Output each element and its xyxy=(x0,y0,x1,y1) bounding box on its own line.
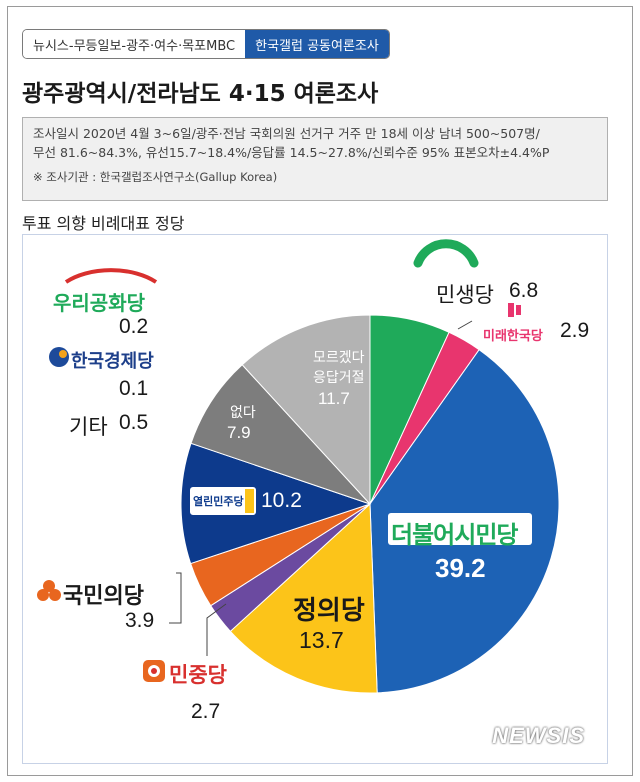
source-outlets: 뉴시스-무등일보-광주·여수·목포MBC xyxy=(23,30,246,58)
uri-label: 우리공화당 xyxy=(53,293,145,315)
gukmin-label: 국민의당 xyxy=(63,583,144,608)
hangyeong-logo-icon xyxy=(49,347,69,367)
gukmin-logo-icon xyxy=(37,580,61,601)
yeollin-value: 10.2 xyxy=(261,489,302,512)
eopda-label: 없다 xyxy=(230,404,256,420)
minjung-leader-line xyxy=(206,603,227,656)
minjung-logo-icon xyxy=(143,660,165,682)
joint-survey-tag: 한국갤럽 공동여론조사 xyxy=(245,30,389,58)
moreu-label-1: 모르겠다 xyxy=(313,349,365,365)
minjung-value: 2.7 xyxy=(191,700,221,723)
pie-chart xyxy=(37,239,560,694)
gita-value: 0.5 xyxy=(119,411,149,434)
chart-panel: 민생당 6.8 미래한국당 2.9 더불어시민당 39.2 정의당 13.7 민… xyxy=(22,234,608,764)
deobureo-label-box xyxy=(388,513,532,545)
minsaeng-label: 민생당 xyxy=(436,284,494,307)
jeongui-check-icon xyxy=(317,578,337,594)
pie-slice-8 xyxy=(241,314,371,506)
pie-slice-6 xyxy=(180,442,372,565)
mirae-logo-icon xyxy=(508,303,521,317)
survey-info-box: 조사일시 2020년 4월 3~6일/광주·전남 국회의원 선거구 거주 만 1… xyxy=(22,117,608,201)
survey-info-line1: 조사일시 2020년 4월 3~6일/광주·전남 국회의원 선거구 거주 만 1… xyxy=(33,126,540,141)
moreu-value: 11.7 xyxy=(318,389,350,408)
gukmin-value: 3.9 xyxy=(125,609,155,632)
source-banner: 뉴시스-무등일보-광주·여수·목포MBC 한국갤럽 공동여론조사 xyxy=(22,29,390,59)
survey-agency-note: ※ 조사기관 : 한국갤럽조사연구소(Gallup Korea) xyxy=(33,170,278,184)
minsaeng-logo-icon xyxy=(413,239,479,268)
pie-slice-7 xyxy=(190,364,371,505)
mirae-leader-line xyxy=(457,320,473,330)
uri-logo-icon xyxy=(64,268,158,284)
yeollin-label: 열린민주당 xyxy=(193,496,244,508)
hangyeong-label: 한국경제당 xyxy=(71,351,154,371)
minjung-label: 민중당 xyxy=(169,664,227,687)
yeollin-logo-icon xyxy=(190,487,256,515)
uri-value: 0.2 xyxy=(119,315,149,338)
pie-slice-3 xyxy=(229,502,378,694)
eopda-value: 7.9 xyxy=(227,423,251,442)
deobureo-value: 39.2 xyxy=(435,553,486,583)
mirae-value: 2.9 xyxy=(560,319,590,342)
minsaeng-value: 6.8 xyxy=(509,279,539,302)
gita-label: 기타 xyxy=(69,416,108,439)
moreu-label-2: 응답거절 xyxy=(313,369,365,385)
page-title: 광주광역시/전라남도 4·15 여론조사 xyxy=(22,81,379,107)
chart-subheading: 투표 의향 비례대표 정당 xyxy=(22,214,185,233)
gukmin-leader-line xyxy=(169,572,182,624)
jeongui-label: 정의당 xyxy=(293,595,365,625)
newsis-watermark: NEWSIS xyxy=(492,723,585,748)
deobureo-label: 더불어시민당 xyxy=(391,522,518,549)
mirae-label: 미래한국당 xyxy=(483,328,543,343)
hangyeong-value: 0.1 xyxy=(119,377,149,400)
jeongui-value: 13.7 xyxy=(299,627,344,653)
survey-info-line2: 무선 81.6~84.3%, 유선15.7~18.4%/응답률 14.5~27.… xyxy=(33,145,550,160)
